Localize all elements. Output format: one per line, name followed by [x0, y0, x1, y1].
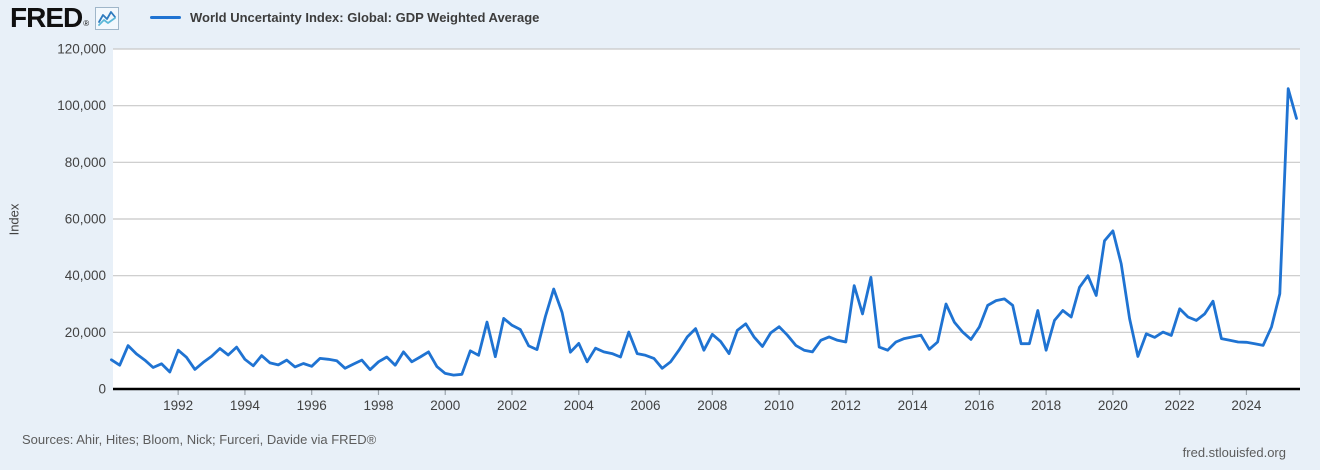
y-tick-label: 0: [98, 382, 106, 397]
x-tick-label: 2010: [764, 398, 794, 413]
x-tick-label: 1992: [163, 398, 193, 413]
x-tick-label: 2014: [898, 398, 929, 413]
x-tick-label: 2024: [1231, 398, 1262, 413]
y-tick-label: 100,000: [57, 98, 106, 113]
x-tick-label: 1996: [297, 398, 327, 413]
y-tick-label: 80,000: [65, 155, 106, 170]
y-tick-label: 40,000: [65, 268, 106, 283]
x-tick-label: 2008: [697, 398, 727, 413]
registered-mark: ®: [83, 19, 89, 28]
fred-logo: FRED ®: [10, 2, 120, 37]
fred-logo-text: FRED: [10, 2, 83, 33]
y-axis-title: Index: [6, 203, 22, 236]
x-tick-label: 1994: [230, 398, 261, 413]
x-tick-label: 2022: [1165, 398, 1195, 413]
x-tick-label: 2020: [1098, 398, 1128, 413]
x-tick-label: 2002: [497, 398, 527, 413]
fred-sparkline-icon: [95, 5, 120, 37]
sources-text: Sources: Ahir, Hites; Bloom, Nick; Furce…: [22, 432, 377, 447]
x-tick-label: 2018: [1031, 398, 1061, 413]
x-tick-label: 2016: [964, 398, 994, 413]
x-tick-label: 1998: [363, 398, 393, 413]
x-tick-label: 2000: [430, 398, 460, 413]
fred-site-link[interactable]: fred.stlouisfed.org: [1182, 445, 1286, 460]
y-tick-label: 60,000: [65, 212, 106, 227]
x-tick-label: 2004: [564, 398, 595, 413]
legend-series-label[interactable]: World Uncertainty Index: Global: GDP Wei…: [190, 10, 540, 25]
x-tick-label: 2012: [831, 398, 861, 413]
chart-header: FRED ® World Uncertainty Index: Global: G…: [0, 0, 1320, 38]
y-tick-label: 120,000: [57, 42, 106, 57]
x-tick-label: 2006: [631, 398, 661, 413]
legend-line-sample: [150, 16, 181, 19]
y-tick-label: 20,000: [65, 325, 106, 340]
legend: World Uncertainty Index: Global: GDP Wei…: [150, 10, 539, 25]
series-line[interactable]: [110, 87, 1298, 377]
